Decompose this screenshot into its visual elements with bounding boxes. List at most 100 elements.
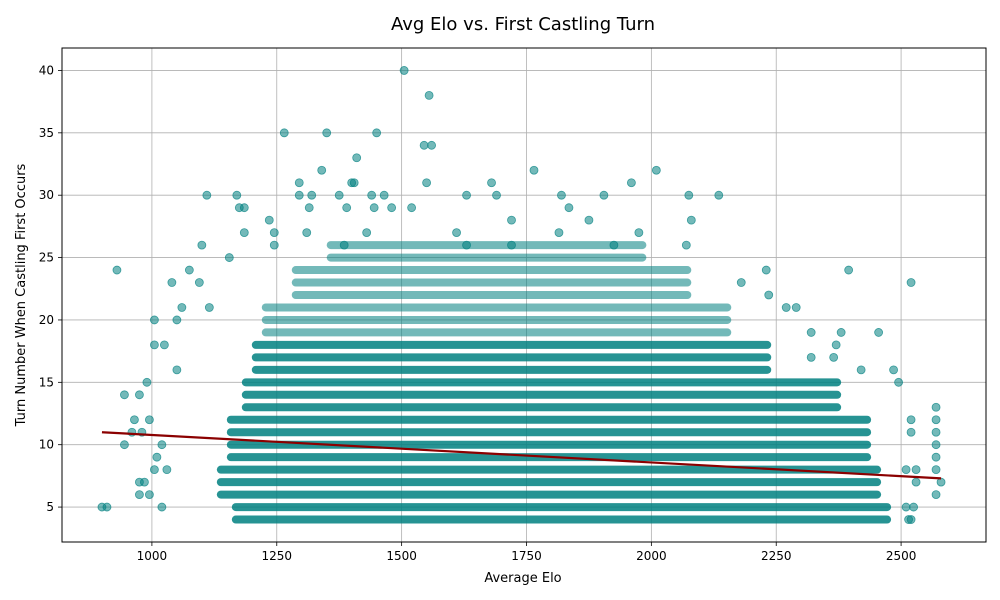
x-tick-label: 1000 xyxy=(137,549,168,563)
y-tick-label: 40 xyxy=(39,63,54,77)
y-tick-label: 20 xyxy=(39,313,54,327)
scatter-point xyxy=(931,402,941,412)
scatter-point xyxy=(911,477,921,487)
scatter-point-band xyxy=(326,253,647,262)
scatter-point xyxy=(202,190,212,200)
scatter-point-band xyxy=(226,440,872,449)
scatter-point xyxy=(829,352,839,362)
scatter-point xyxy=(651,165,661,175)
scatter-point xyxy=(194,278,204,287)
scatter-point xyxy=(599,190,609,200)
scatter-point xyxy=(367,190,377,200)
scatter-point xyxy=(761,265,771,275)
scatter-point xyxy=(874,328,884,337)
y-tick-label: 25 xyxy=(39,251,54,265)
scatter-point xyxy=(349,178,359,188)
y-tick-label: 5 xyxy=(46,500,54,514)
scatter-point xyxy=(931,465,941,475)
scatter-point xyxy=(302,228,312,238)
scatter-point xyxy=(764,290,774,300)
scatter-point xyxy=(424,91,434,100)
scatter-point xyxy=(145,415,154,425)
scatter-point xyxy=(911,465,921,475)
scatter-point xyxy=(317,165,327,175)
x-tick-label: 1750 xyxy=(511,549,542,563)
scatter-point xyxy=(362,228,372,238)
scatter-point xyxy=(339,240,349,250)
scatter-point xyxy=(224,253,234,262)
scatter-point xyxy=(294,178,304,188)
scatter-point xyxy=(452,228,461,238)
scatter-point xyxy=(906,278,916,287)
scatter-point xyxy=(686,215,696,225)
scatter-point xyxy=(177,303,187,312)
scatter-point xyxy=(931,415,941,425)
scatter-point xyxy=(906,415,916,425)
scatter-point xyxy=(152,452,162,462)
scatter-points xyxy=(97,66,946,524)
scatter-point xyxy=(507,240,516,250)
scatter-point xyxy=(427,140,437,150)
scatter-point-band xyxy=(241,378,842,387)
scatter-point xyxy=(135,490,144,499)
scatter-point xyxy=(399,66,409,75)
scatter-point-band xyxy=(251,365,772,374)
scatter-point-band xyxy=(216,465,882,474)
scatter-point xyxy=(342,203,352,213)
y-tick-label: 35 xyxy=(39,126,54,140)
scatter-point-band xyxy=(251,353,772,362)
scatter-point-band xyxy=(226,428,872,437)
scatter-point xyxy=(149,465,159,475)
scatter-point-band xyxy=(241,390,842,399)
scatter-point xyxy=(906,515,916,524)
scatter-point xyxy=(387,203,397,213)
x-axis-ticks: 1000 1250 1500 1750 2000 2250 2500 xyxy=(137,542,916,563)
scatter-point xyxy=(279,128,289,138)
scatter-point xyxy=(269,240,279,250)
scatter-point xyxy=(487,178,496,188)
trend-line xyxy=(101,431,942,480)
scatter-point xyxy=(736,278,746,287)
scatter-point xyxy=(507,215,516,225)
scatter-point xyxy=(684,190,694,200)
scatter-point xyxy=(909,502,918,512)
scatter-point xyxy=(304,203,314,213)
scatter-point xyxy=(352,153,362,163)
scatter-point xyxy=(172,315,182,325)
scatter-point-band xyxy=(216,490,882,499)
chart-title: Avg Elo vs. First Castling Turn xyxy=(391,14,655,35)
scatter-point xyxy=(294,190,304,200)
scatter-point xyxy=(372,128,382,138)
scatter-point-band xyxy=(231,515,892,524)
y-tick-label: 30 xyxy=(39,188,54,202)
scatter-point xyxy=(159,340,169,350)
scatter-point xyxy=(931,440,941,450)
scatter-point-band xyxy=(216,478,882,487)
scatter-point-band xyxy=(261,303,732,312)
scatter-point-band xyxy=(226,415,872,424)
scatter-point-band xyxy=(291,278,692,287)
scatter-point xyxy=(269,228,279,238)
scatter-point-band xyxy=(261,328,732,337)
scatter-point xyxy=(120,440,129,450)
scatter-point xyxy=(781,303,791,312)
scatter-point xyxy=(806,328,816,337)
scatter-point xyxy=(407,203,417,213)
scatter-point xyxy=(322,128,332,138)
y-tick-label: 15 xyxy=(39,375,54,389)
scatter-point xyxy=(554,228,564,238)
scatter-point xyxy=(584,215,594,225)
scatter-point xyxy=(140,477,149,487)
scatter-point xyxy=(564,203,574,213)
scatter-point xyxy=(791,303,801,312)
scatter-point xyxy=(931,452,941,462)
scatter-point xyxy=(856,365,866,375)
plot-frame xyxy=(61,47,987,543)
scatter-point xyxy=(184,265,194,275)
scatter-point xyxy=(462,190,471,200)
scatter-point xyxy=(462,240,471,250)
scatter-point xyxy=(334,190,344,200)
scatter-point xyxy=(422,178,432,188)
scatter-point xyxy=(149,315,159,325)
